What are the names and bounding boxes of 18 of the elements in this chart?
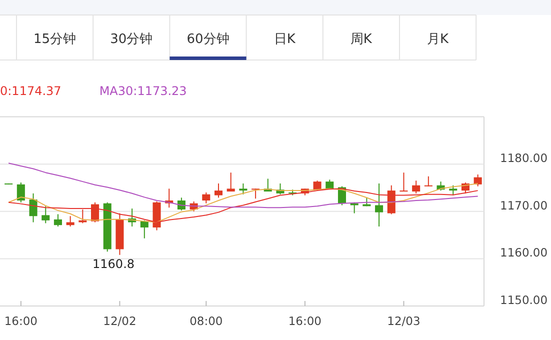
x-tick-label: 16:00: [288, 314, 322, 328]
y-tick-label: 1150.00: [500, 293, 548, 307]
x-tick-label: 12/02: [103, 314, 136, 328]
text: 0:1174.37: [0, 84, 62, 98]
y-tick-label: 1170.00: [500, 198, 548, 212]
text: 60分钟: [186, 32, 230, 47]
text: 15分钟: [34, 32, 76, 47]
text: 周K: [350, 32, 372, 47]
text: 日K: [274, 32, 296, 47]
text: 月K: [427, 32, 450, 47]
y-tick-label: 1180.00: [500, 151, 548, 166]
annotation: 1160.8: [92, 256, 135, 271]
y-tick-label: 1160.00: [500, 246, 548, 260]
text: 30分钟: [110, 32, 153, 47]
x-tick-label: 08:00: [190, 314, 223, 328]
text: MA30:1173.23: [99, 84, 187, 98]
x-tick-label: 16:00: [4, 314, 38, 328]
x-tick-label: 12/03: [387, 314, 420, 328]
